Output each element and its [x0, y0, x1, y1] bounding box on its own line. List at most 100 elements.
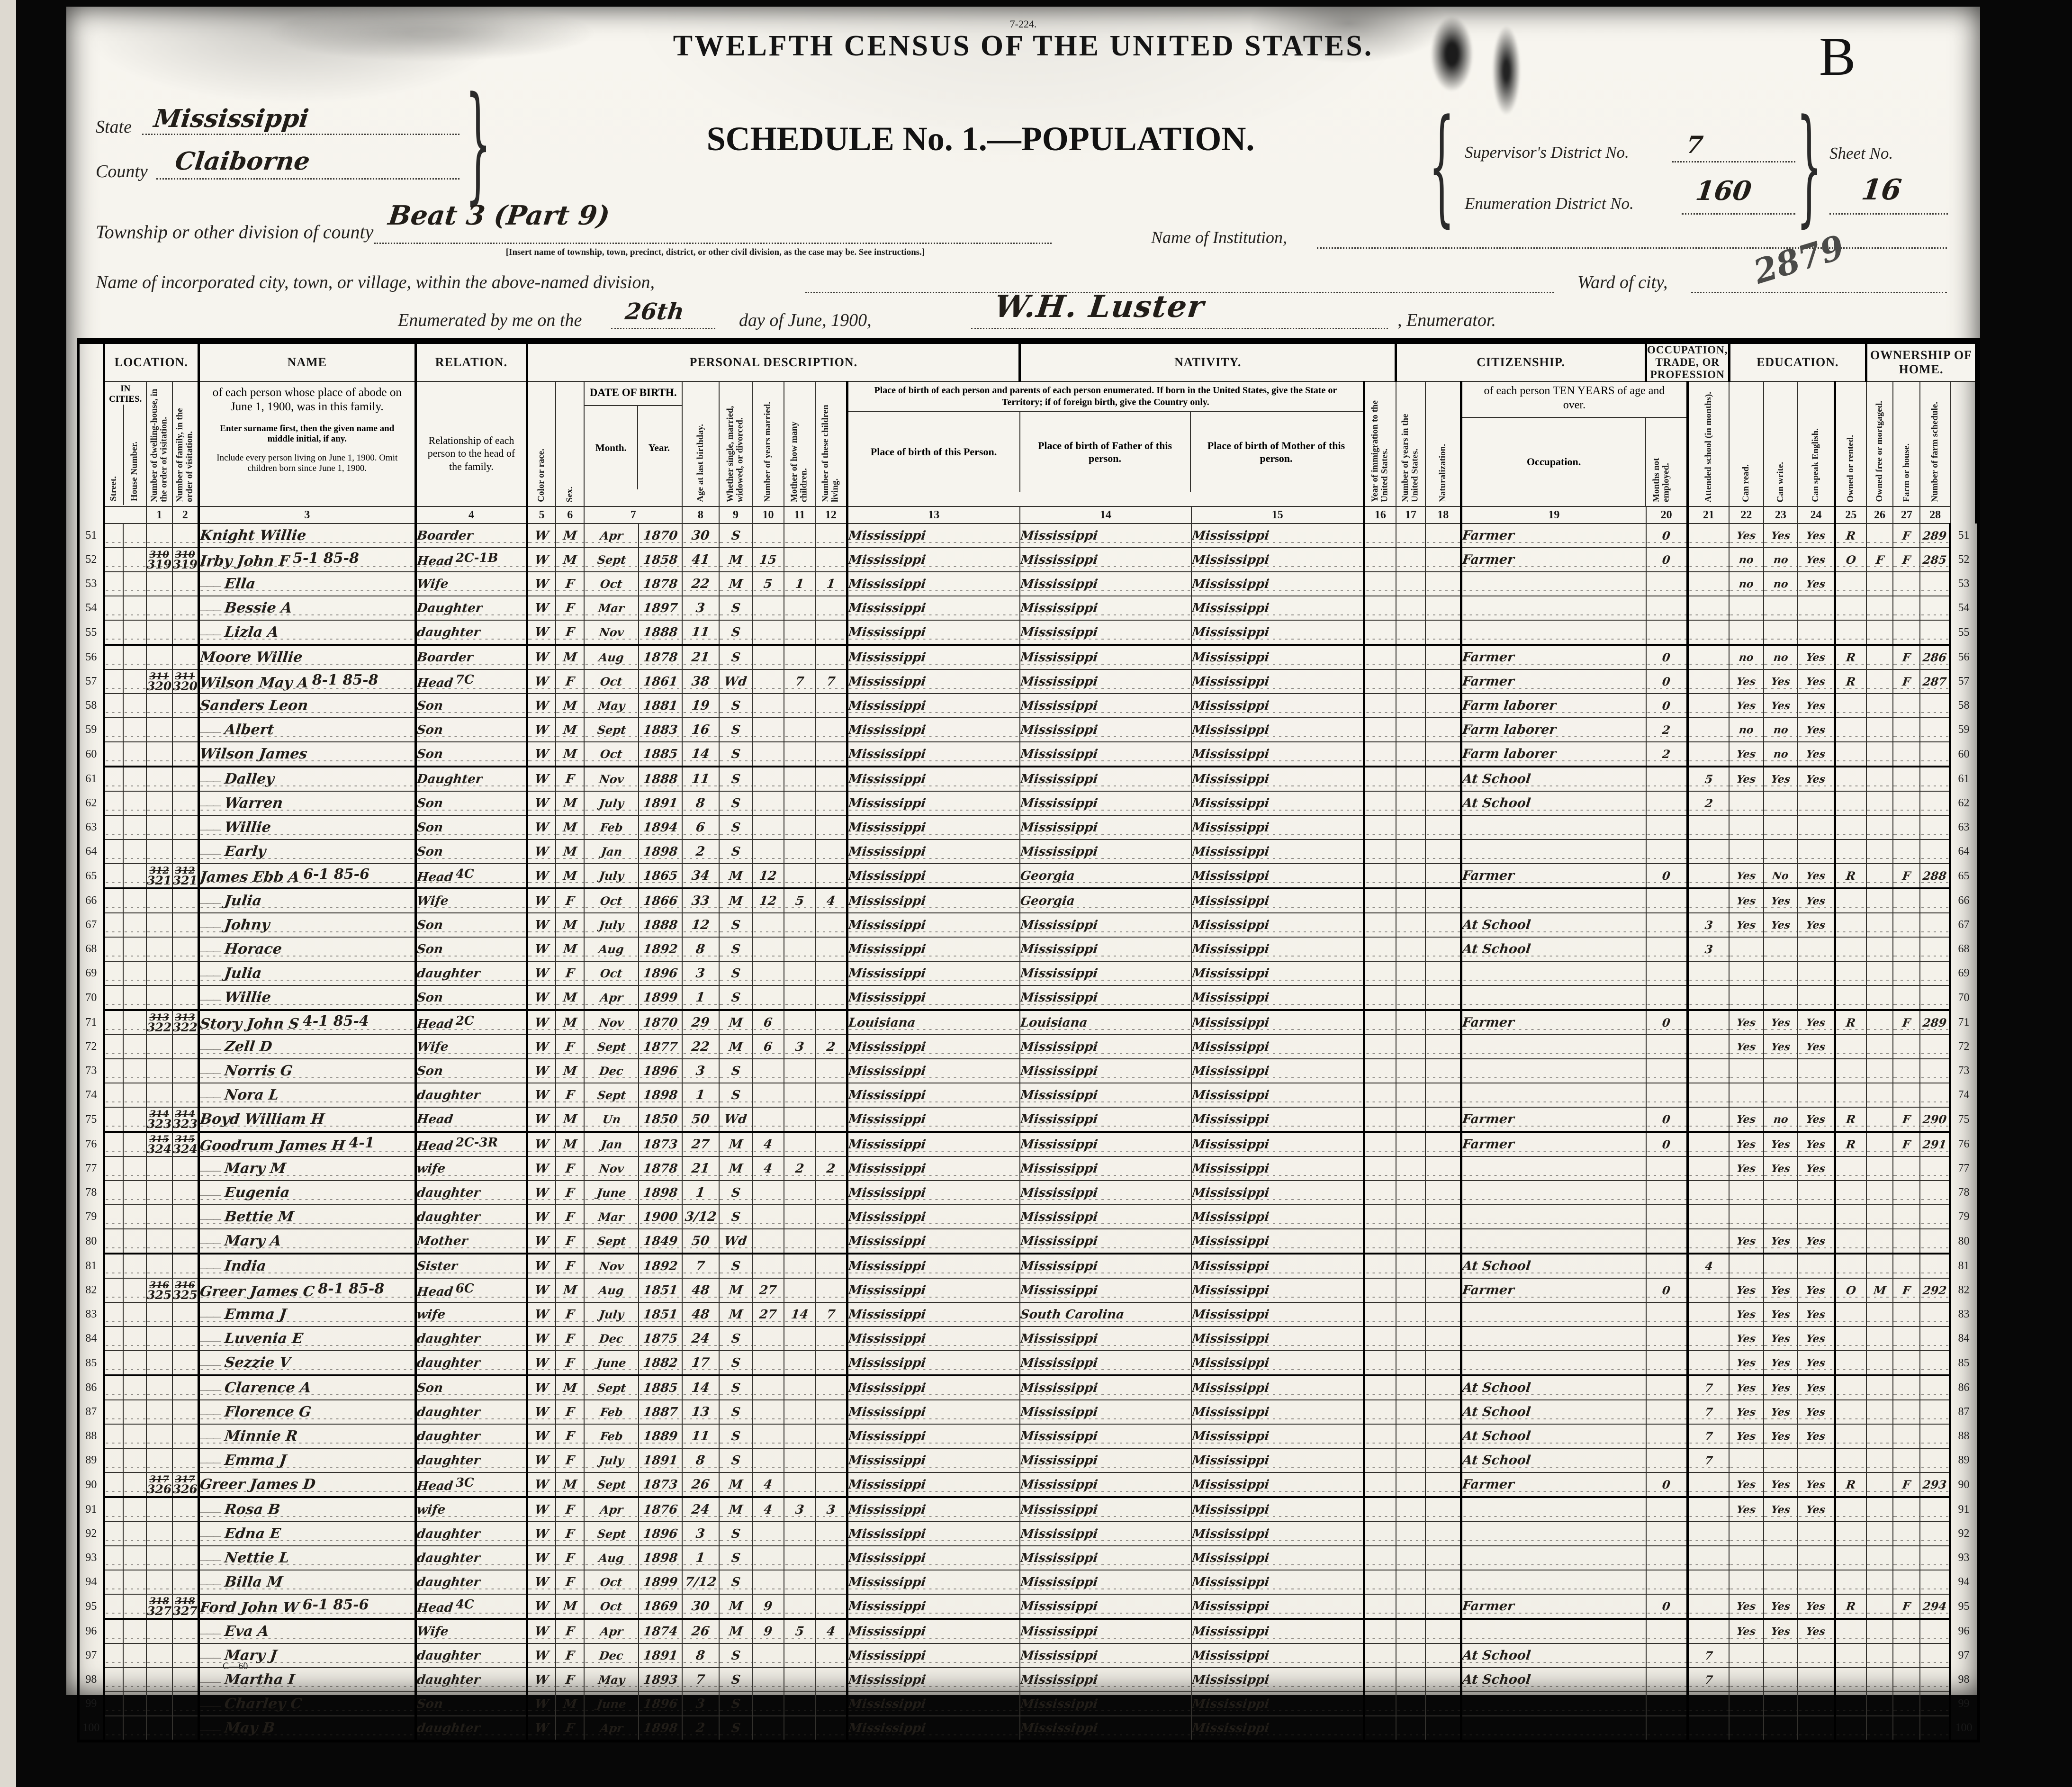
- children-living-cell: [815, 863, 847, 889]
- years-us-cell: [1395, 644, 1426, 670]
- months-not-employed-cell: [1645, 620, 1688, 646]
- row-number-left: 98: [78, 1668, 105, 1692]
- row-number-right: 88: [1949, 1424, 1976, 1448]
- mother-of-cell: [783, 791, 816, 816]
- birth-month-cell: Sept: [584, 1228, 640, 1255]
- row-number-right: 57: [1949, 669, 1976, 694]
- birthplace-father-cell: Mississippi: [1019, 1399, 1192, 1425]
- years-us-cell: [1395, 571, 1426, 596]
- occupation-cell: Farmer: [1460, 1278, 1647, 1303]
- occupation-cell: [1460, 1521, 1647, 1546]
- birth-month-cell: Dec: [584, 1058, 640, 1083]
- row-number-left: 97: [78, 1643, 105, 1668]
- years-us-cell: [1395, 815, 1426, 840]
- birthplace-person-cell: Mississippi: [846, 839, 1020, 864]
- mother-of-cell: [783, 1715, 816, 1742]
- months-not-employed-cell: [1645, 888, 1688, 913]
- can-write-cell: Yes: [1763, 669, 1799, 694]
- can-read-cell: no: [1729, 571, 1764, 596]
- attended-school-cell: [1686, 863, 1730, 889]
- occupation-cell: [1460, 620, 1647, 646]
- mother-of-cell: 1: [783, 571, 816, 596]
- street-cell: [102, 1472, 124, 1498]
- attended-school-cell: [1686, 1570, 1730, 1595]
- months-not-employed-cell: [1645, 1570, 1688, 1595]
- naturalization-cell: [1425, 1618, 1462, 1644]
- owned-free-cell: [1865, 1083, 1894, 1108]
- sex-cell: M: [555, 912, 585, 938]
- birthplace-mother-cell: Mississippi: [1190, 1472, 1365, 1498]
- can-english-cell: [1797, 1521, 1836, 1546]
- occupation-cell: At School: [1460, 1253, 1647, 1279]
- children-living-cell: [815, 547, 847, 572]
- house-number-cell: [122, 1618, 147, 1644]
- color-race-cell: W: [526, 1594, 557, 1620]
- immigration-cell: [1363, 985, 1396, 1011]
- name-cell: ——— Albert: [197, 717, 416, 742]
- supervisor-underline: [1672, 161, 1795, 162]
- can-read-cell: [1729, 815, 1764, 840]
- birthplace-person-cell: Mississippi: [846, 693, 1020, 718]
- months-not-employed-cell: 0: [1645, 1010, 1688, 1035]
- owned-rented-cell: [1833, 1715, 1867, 1742]
- birth-year-cell: 1883: [638, 717, 683, 742]
- immigration-cell: [1363, 1594, 1396, 1620]
- name-cell: ——— India: [197, 1253, 416, 1279]
- dwelling-number-cell: [145, 1667, 173, 1692]
- birth-year-cell: 1849: [638, 1228, 683, 1255]
- dwelling-number-cell: [145, 1570, 173, 1595]
- owned-rented-cell: [1833, 1618, 1867, 1644]
- children-living-cell: [815, 1253, 847, 1279]
- sex-cell: F: [555, 961, 585, 986]
- color-race-cell: W: [526, 912, 557, 938]
- occupation-cell: Farmer: [1460, 644, 1647, 670]
- street-cell: [102, 1497, 124, 1522]
- family-number-cell: [171, 1618, 199, 1644]
- farm-house-cell: [1892, 961, 1921, 986]
- birthplace-father-cell: Mississippi: [1019, 1472, 1192, 1498]
- owned-free-cell: [1865, 717, 1894, 742]
- years-married-cell: 4: [752, 1472, 784, 1498]
- months-not-employed-cell: 0: [1645, 1131, 1688, 1157]
- farm-schedule-cell: 288: [1919, 863, 1951, 889]
- years-married-cell: [752, 620, 784, 646]
- can-english-cell: Yes: [1797, 1156, 1836, 1181]
- name-cell: ——— Horace: [197, 937, 416, 962]
- house-number-cell: [122, 888, 147, 913]
- house-number-cell: [122, 1399, 147, 1425]
- sex-cell: F: [555, 1424, 585, 1449]
- immigration-cell: [1363, 523, 1396, 548]
- naturalization-cell: [1425, 985, 1462, 1011]
- birthplace-person-cell: Mississippi: [846, 717, 1020, 742]
- owned-rented-cell: [1833, 1350, 1867, 1376]
- name-description: of each person whose place of abode on J…: [197, 381, 416, 507]
- house-number-cell: [122, 1691, 147, 1716]
- mother-of-cell: [783, 937, 816, 962]
- house-number-cell: [122, 1326, 147, 1351]
- person-row: 73 ——— Norris G Son W M Dec 1896 3 S Mississippi Mi…: [78, 1058, 1979, 1083]
- color-race-cell: W: [526, 717, 557, 742]
- birthplace-mother-cell: Mississippi: [1190, 937, 1365, 962]
- birth-year-cell: 1869: [638, 1594, 683, 1620]
- house-number-cell: [122, 1302, 147, 1327]
- name-cell: ——— Charley C: [197, 1691, 416, 1716]
- naturalization-cell: [1425, 1521, 1462, 1546]
- name-cell: ——— Dalley: [197, 766, 416, 792]
- can-english-cell: Yes: [1797, 741, 1836, 767]
- birthplace-mother-cell: Mississippi: [1190, 1667, 1365, 1692]
- street-cell: [102, 1715, 124, 1742]
- children-living-cell: 1: [815, 571, 847, 596]
- farm-schedule-cell: [1919, 1326, 1951, 1351]
- row-number-right: 69: [1949, 961, 1976, 985]
- immigration-cell: [1363, 912, 1396, 938]
- children-living-cell: [815, 693, 847, 718]
- years-us-cell: [1395, 1667, 1426, 1692]
- institution-underline: [1317, 247, 1947, 249]
- can-read-cell: Yes: [1729, 1131, 1764, 1157]
- children-living-cell: [815, 912, 847, 938]
- color-race-cell: W: [526, 741, 557, 767]
- farm-schedule-cell: [1919, 961, 1951, 986]
- attended-school-cell: [1686, 1618, 1730, 1644]
- row-number-right: 77: [1949, 1156, 1976, 1181]
- owned-free-cell: [1865, 1715, 1894, 1742]
